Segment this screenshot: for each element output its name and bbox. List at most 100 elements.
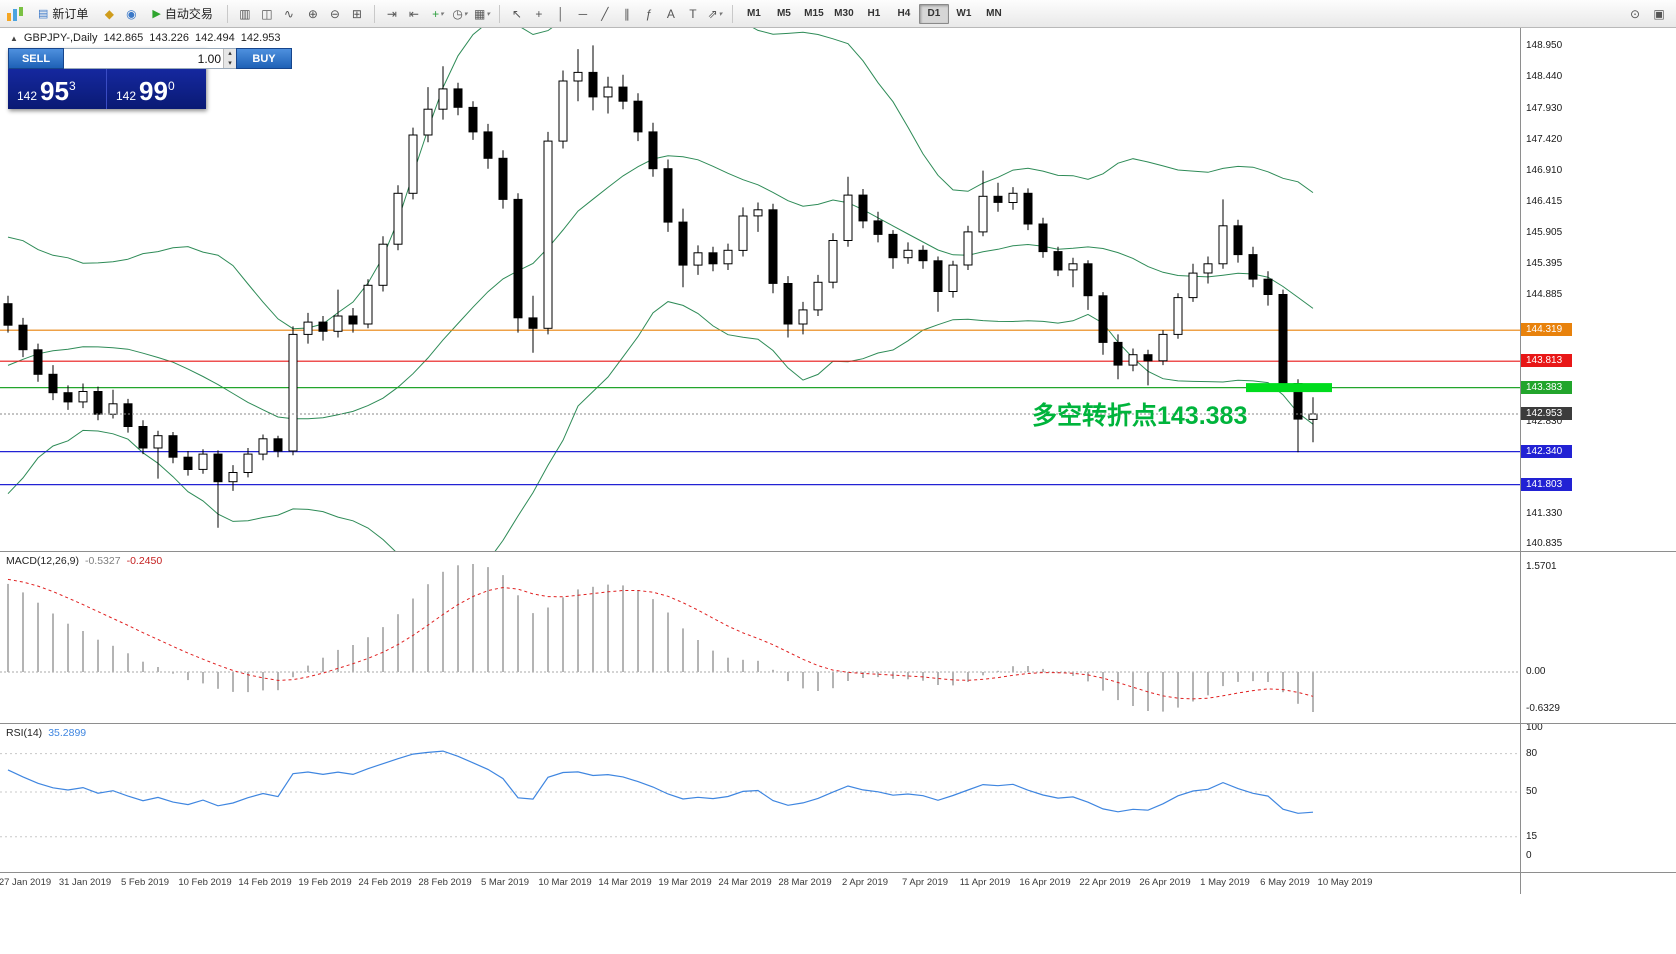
close-value: 142.953 xyxy=(240,32,281,44)
date-label: 19 Mar 2019 xyxy=(658,877,712,888)
volume-control: ▴ ▾ xyxy=(64,48,236,69)
bid-price[interactable]: 142 95 3 xyxy=(8,69,107,109)
mql5-community-icon[interactable]: ◉ xyxy=(126,6,137,21)
price-scale-label: 140.835 xyxy=(1526,538,1563,549)
candlestick-chart-icon[interactable]: ◫ xyxy=(261,6,273,21)
date-label: 11 Apr 2019 xyxy=(959,877,1011,888)
indicators-icon[interactable]: +▾ xyxy=(432,6,444,21)
timeframe-MN[interactable]: MN xyxy=(986,7,1002,19)
price-scale-label: 146.910 xyxy=(1526,165,1563,176)
timeframe-M5[interactable]: M5 xyxy=(776,7,791,19)
price-chart[interactable] xyxy=(0,28,1520,551)
date-label: 24 Feb 2019 xyxy=(358,877,412,888)
date-label: 6 May 2019 xyxy=(1260,877,1310,888)
macd-signal-value: -0.2450 xyxy=(126,555,163,567)
price-level-label: 144.319 xyxy=(1521,323,1572,336)
macd-scale-label: 1.5701 xyxy=(1526,561,1557,572)
metaeditor-icon[interactable]: ◆ xyxy=(104,6,115,21)
turning-point-annotation[interactable]: 多空转折点143.383 xyxy=(1032,402,1248,430)
macd-label: MACD(12,26,9) -0.5327 -0.2450 xyxy=(6,555,163,567)
timeframe-M15[interactable]: M15 xyxy=(804,7,824,19)
new-order-button[interactable]: ▤ 新订单 xyxy=(30,3,96,25)
date-label: 24 Mar 2019 xyxy=(718,877,772,888)
bar-chart-icon[interactable]: ▥ xyxy=(239,6,251,21)
chart-shift-icon[interactable]: ⇤ xyxy=(408,6,419,21)
date-label: 1 May 2019 xyxy=(1200,877,1250,888)
timeframe-H1[interactable]: H1 xyxy=(867,7,881,19)
price-level-label: 143.813 xyxy=(1521,354,1572,367)
auto-scroll-icon[interactable]: ⇥ xyxy=(386,6,397,21)
timeframe-M30[interactable]: M30 xyxy=(834,7,854,19)
timeframe-H4[interactable]: H4 xyxy=(897,7,911,19)
price-scale-label: 145.395 xyxy=(1526,258,1563,269)
date-label: 10 Mar 2019 xyxy=(538,877,592,888)
ask-price[interactable]: 142 99 0 xyxy=(116,76,175,106)
macd-panel: MACD(12,26,9) -0.5327 -0.2450 1.5701 0.00… xyxy=(0,551,1676,723)
volume-input[interactable] xyxy=(64,49,223,68)
tile-windows-icon[interactable]: ⊞ xyxy=(351,6,362,21)
date-label: 10 Feb 2019 xyxy=(178,877,232,888)
symbol-period: GBPJPY-,Daily xyxy=(23,32,98,44)
timeframe-D1[interactable]: D1 xyxy=(918,3,949,24)
price-scale[interactable]: 148.950 148.440 147.930 147.420 146.910 146.4… xyxy=(1520,28,1676,551)
macd-value: -0.5327 xyxy=(84,555,121,567)
volume-decrease-button[interactable]: ▾ xyxy=(223,58,236,68)
macd-scale[interactable]: 1.5701 0.00 -0.6329 xyxy=(1520,552,1676,723)
trendline-icon[interactable]: ╱ xyxy=(601,6,609,21)
price-scale-label: 148.440 xyxy=(1526,71,1563,82)
text-icon[interactable]: A xyxy=(666,6,675,21)
toolbar-separator xyxy=(731,4,733,23)
price-scale-label: 145.905 xyxy=(1526,227,1563,238)
rsi-scale-label: 100 xyxy=(1526,723,1543,733)
crosshair-icon[interactable]: + xyxy=(535,6,543,21)
arrows-icon[interactable]: ⇗▾ xyxy=(707,6,723,21)
zoom-in-icon[interactable]: ⊕ xyxy=(307,6,318,21)
date-label: 14 Feb 2019 xyxy=(238,877,292,888)
rsi-chart[interactable] xyxy=(0,724,1520,872)
volume-increase-button[interactable]: ▴ xyxy=(223,49,236,59)
label-icon[interactable]: T xyxy=(689,6,697,21)
rsi-scale-label: 50 xyxy=(1526,786,1538,797)
price-level-label: 142.340 xyxy=(1521,445,1572,458)
macd-scale-label: 0.00 xyxy=(1526,666,1546,677)
vertical-line-icon[interactable]: │ xyxy=(557,6,565,21)
zoom-out-icon[interactable]: ⊖ xyxy=(329,6,340,21)
buy-button[interactable]: BUY xyxy=(236,48,292,69)
price-scale-label: 144.885 xyxy=(1526,289,1563,300)
rsi-label: RSI(14) 35.2899 xyxy=(6,727,87,739)
search-icon[interactable]: ⊙ xyxy=(1629,6,1641,21)
timeframe-W1[interactable]: W1 xyxy=(956,7,972,19)
autotrading-label: 自动交易 xyxy=(164,7,213,21)
date-label: 10 May 2019 xyxy=(1317,877,1373,888)
new-window-icon[interactable]: ▣ xyxy=(1653,6,1665,21)
timeframe-M1[interactable]: M1 xyxy=(746,7,761,19)
rsi-scale-label: 15 xyxy=(1526,831,1538,842)
current-price-label: 142.953 xyxy=(1521,407,1572,420)
fibonacci-icon[interactable]: ƒ xyxy=(645,6,653,21)
price-chart-panel: ▲ GBPJPY-,Daily 142.865 143.226 142.494 … xyxy=(0,28,1676,551)
rsi-scale[interactable]: 100 80 50 15 0 xyxy=(1520,724,1676,872)
price-scale-label: 147.930 xyxy=(1526,103,1563,114)
channel-icon[interactable]: ∥ xyxy=(623,6,630,21)
horizontal-line-icon[interactable]: ─ xyxy=(578,6,588,21)
price-scale-label: 147.420 xyxy=(1526,134,1563,145)
date-label: 28 Mar 2019 xyxy=(778,877,832,888)
toolbar-separator xyxy=(373,4,375,23)
toolbar-separator xyxy=(498,4,500,23)
toolbar-separator xyxy=(226,4,228,23)
macd-chart[interactable] xyxy=(0,552,1520,723)
sell-button[interactable]: SELL xyxy=(8,48,64,69)
autotrading-button[interactable]: ▶ 自动交易 xyxy=(144,3,220,25)
date-label: 27 Jan 2019 xyxy=(0,877,52,888)
chart-icon: ▲ xyxy=(10,33,18,43)
templates-icon[interactable]: ▦▾ xyxy=(473,6,490,21)
rsi-scale-label: 0 xyxy=(1526,850,1532,861)
line-chart-icon[interactable]: ∿ xyxy=(283,6,294,21)
time-scale[interactable]: 27 Jan 2019 31 Jan 2019 5 Feb 2019 10 Feb 2… xyxy=(0,872,1676,894)
cursor-icon[interactable]: ↖ xyxy=(511,6,522,21)
new-order-icon: ▤ xyxy=(38,8,49,20)
periods-icon[interactable]: ◷▾ xyxy=(452,6,468,21)
date-label: 5 Mar 2019 xyxy=(480,877,530,888)
high-value: 143.226 xyxy=(149,32,190,44)
